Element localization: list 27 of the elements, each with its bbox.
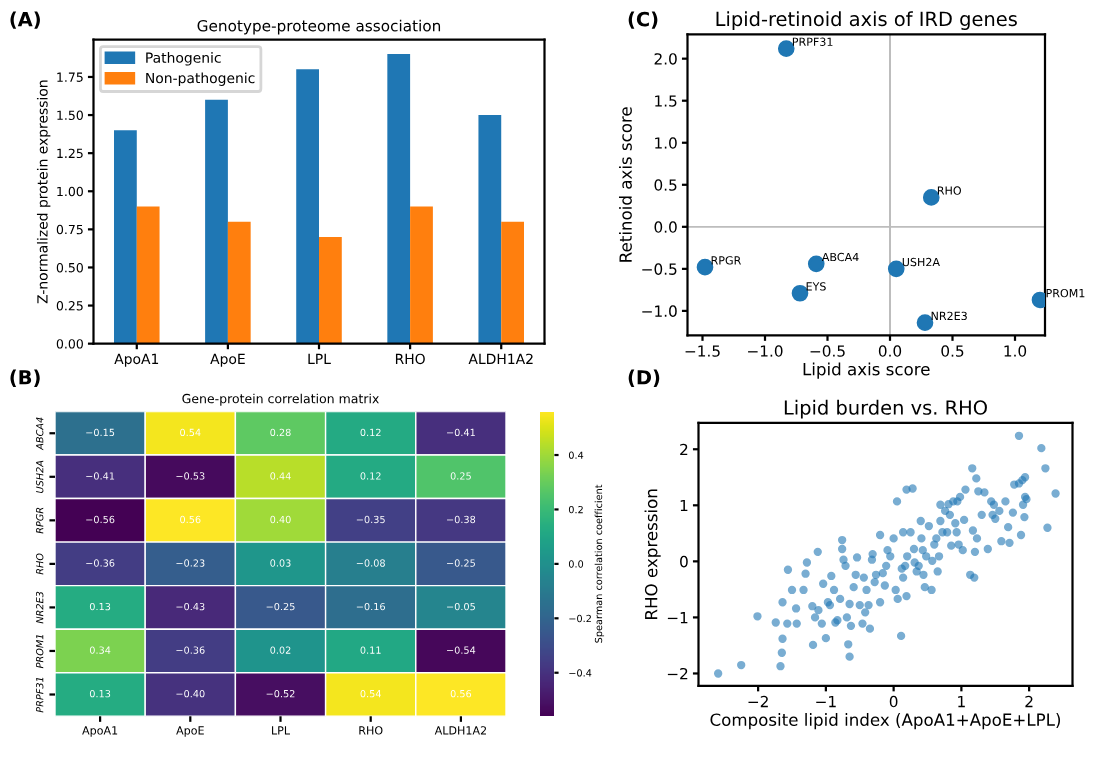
bar [136,206,160,344]
y-axis-title: Retinoid axis score [618,107,632,262]
bar [478,115,502,344]
bar [501,221,524,344]
point [922,189,940,206]
bar [319,236,342,344]
x-axis-title: Composite lipid index (ApoA1+ApoE+LPL) [710,713,1061,730]
bar [296,69,319,344]
text: (B) [10,369,40,387]
point [887,260,905,278]
point [791,284,809,302]
chart-title: Lipid-retinoid axis of IRD genes [716,11,1017,30]
text: (A) [10,11,40,29]
bar [410,206,433,344]
text: (C) [628,11,658,29]
point [916,314,934,331]
bar [387,54,411,344]
point [696,258,714,276]
bar [114,130,137,344]
bar [205,99,228,344]
bar [227,221,251,344]
text: (D) [628,369,660,387]
chart-title: Lipid burden vs. RHO [784,399,987,419]
x-axis-title: Lipid axis score [803,362,930,379]
y-axis-title: RHO expression [644,489,661,619]
point [777,40,795,57]
point [807,255,825,273]
